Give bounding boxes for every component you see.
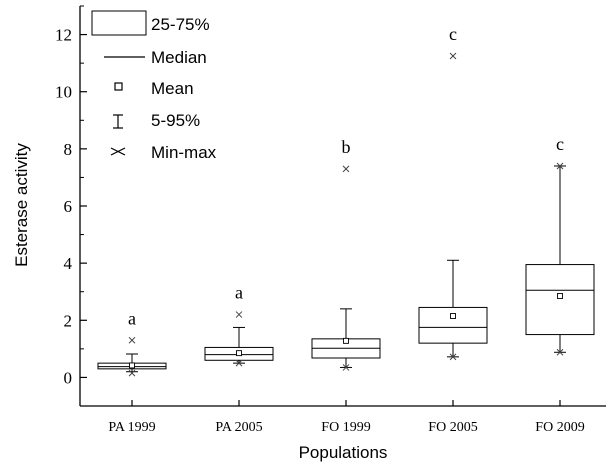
significance-letter: c: [449, 24, 457, 44]
max-cross-b: [128, 336, 136, 344]
y-tick-label: 12: [55, 26, 72, 45]
significance-letter: a: [235, 283, 243, 303]
mean-marker: [236, 350, 242, 357]
legend-mean-swatch: [114, 82, 123, 91]
legend-label-median: Median: [151, 48, 207, 67]
iqr-box: [525, 264, 595, 336]
max-cross-b: [235, 311, 243, 318]
y-tick-label: 8: [64, 140, 73, 159]
x-tick-label: PA 1999: [108, 420, 155, 435]
max-cross-b: [556, 162, 564, 170]
min-cross-b: [128, 369, 136, 377]
plot-area: 0 2 4 6 8 10 12 PA 1999 PA 2005 FO 1999 FO 2005 FO…: [55, 5, 606, 435]
significance-letter: b: [342, 137, 351, 157]
significance-letter: c: [556, 134, 564, 154]
iqr-box: [418, 306, 488, 344]
x-tick-label: PA 2005: [215, 420, 262, 435]
boxes: a a b c c: [97, 24, 595, 377]
box-group: c: [418, 24, 488, 361]
min-cross-b: [556, 348, 564, 356]
legend-min-max-swatch: [110, 147, 126, 156]
significance-letter: a: [128, 308, 136, 328]
y-tick-label: 2: [64, 311, 73, 330]
legend: 25-75% Median Mean 5-95% Min-max: [91, 10, 217, 162]
x-axis-title: Populations: [299, 443, 388, 462]
box-group: b: [311, 137, 381, 371]
box-group: a: [204, 283, 274, 367]
legend-label-box: 25-75%: [151, 15, 210, 34]
y-tick-label: 6: [64, 197, 73, 216]
y-axis-title: Esterase activity: [12, 143, 31, 267]
min-cross-b: [449, 353, 457, 361]
x-tick-label: FO 2009: [535, 420, 584, 435]
mean-marker: [343, 337, 349, 344]
min-cross-b: [342, 364, 350, 371]
y-tick-label: 10: [55, 83, 72, 102]
legend-box-swatch: [91, 10, 147, 36]
mean-marker: [450, 313, 456, 319]
y-tick-label: 4: [64, 254, 73, 273]
mean-marker: [129, 362, 135, 369]
legend-label-min-max: Min-max: [151, 143, 217, 162]
max-cross-b: [342, 165, 350, 173]
x-tick-label: FO 2005: [428, 420, 477, 435]
legend-label-mean: Mean: [151, 79, 194, 98]
mean-marker: [557, 293, 563, 299]
max-cross-b: [449, 52, 457, 60]
y-axis-ticks: 0 2 4 6 8 10 12: [55, 5, 87, 407]
box-group: c: [525, 134, 595, 356]
legend-whisker-swatch: [113, 114, 123, 129]
y-tick-label: 0: [64, 368, 73, 387]
x-tick-label: FO 1999: [321, 420, 370, 435]
legend-label-whisker: 5-95%: [151, 111, 200, 130]
min-cross-b: [235, 359, 243, 367]
box-group: a: [97, 308, 167, 377]
x-axis-ticks: PA 1999 PA 2005 FO 1999 FO 2005 FO 2009: [108, 400, 585, 435]
